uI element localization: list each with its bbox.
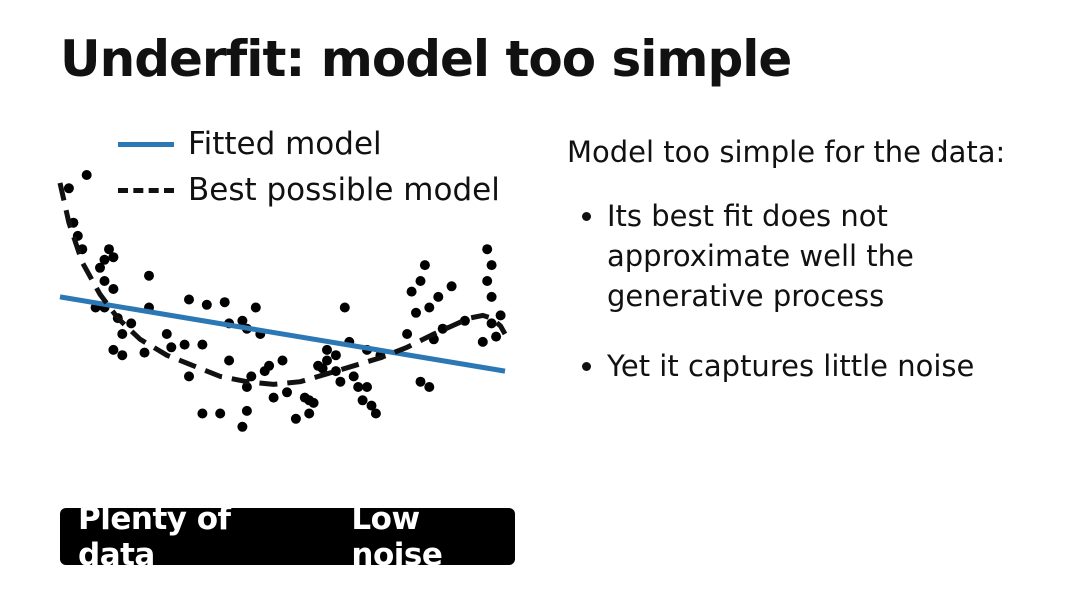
data-point bbox=[166, 342, 177, 353]
data-point bbox=[241, 382, 252, 392]
data-point bbox=[237, 421, 248, 432]
data-point bbox=[139, 347, 150, 358]
legend-best-label: Best possible model bbox=[188, 172, 500, 208]
data-point bbox=[144, 270, 154, 281]
data-point bbox=[63, 183, 74, 194]
data-point bbox=[290, 413, 301, 424]
description-bullets: Its best fit does not approximate well t… bbox=[567, 196, 1067, 386]
data-point bbox=[108, 284, 119, 294]
data-point bbox=[224, 355, 235, 366]
data-point bbox=[348, 371, 359, 382]
data-point bbox=[402, 329, 413, 339]
data-point bbox=[304, 395, 315, 406]
data-point bbox=[197, 339, 208, 350]
data-point bbox=[197, 408, 208, 419]
data-point bbox=[330, 366, 341, 377]
data-point bbox=[362, 382, 372, 392]
data-point bbox=[117, 350, 128, 361]
description-panel: Model too simple for the data: Its best … bbox=[567, 132, 1067, 416]
data-point bbox=[99, 276, 110, 286]
data-point bbox=[482, 244, 493, 255]
data-point bbox=[446, 281, 457, 292]
legend-fitted: Fitted model bbox=[118, 124, 382, 164]
data-point bbox=[304, 408, 315, 419]
best-model-curve bbox=[57, 182, 508, 387]
data-point bbox=[179, 339, 190, 350]
data-point bbox=[184, 371, 194, 382]
data-point bbox=[250, 302, 261, 313]
data-point bbox=[277, 355, 288, 366]
data-point bbox=[406, 286, 417, 297]
data-point bbox=[486, 318, 497, 329]
tag-plenty-of-data: Plenty of data bbox=[78, 500, 231, 573]
slide-title: Underfit: model too simple bbox=[60, 30, 792, 88]
data-point bbox=[357, 395, 368, 406]
data-point bbox=[104, 244, 114, 255]
data-point bbox=[322, 355, 332, 366]
data-point bbox=[437, 323, 448, 334]
scatter-plot bbox=[57, 170, 508, 432]
data-point bbox=[237, 315, 248, 326]
data-point bbox=[495, 310, 506, 321]
data-point bbox=[219, 297, 230, 308]
data-point bbox=[424, 382, 435, 392]
data-point bbox=[424, 302, 435, 313]
data-point bbox=[81, 170, 92, 180]
legend-fitted-swatch bbox=[118, 141, 174, 147]
data-point bbox=[419, 260, 430, 271]
footer-tags: Plenty of data Low noise bbox=[60, 501, 515, 573]
points-group bbox=[63, 170, 506, 432]
legend-best: Best possible model bbox=[118, 170, 500, 210]
data-point bbox=[353, 382, 364, 392]
data-point bbox=[282, 387, 292, 398]
data-point bbox=[415, 276, 426, 286]
data-point bbox=[95, 262, 105, 273]
legend-fitted-label: Fitted model bbox=[188, 126, 382, 162]
data-point bbox=[433, 291, 444, 302]
data-point bbox=[477, 336, 488, 347]
legend-best-swatch bbox=[118, 187, 174, 193]
data-point bbox=[99, 254, 110, 265]
data-point bbox=[415, 376, 426, 387]
data-point bbox=[246, 371, 257, 382]
bullet-item: Its best fit does not approximate well t… bbox=[607, 196, 1067, 316]
data-point bbox=[491, 331, 502, 342]
data-point bbox=[317, 363, 328, 374]
data-point bbox=[335, 376, 346, 387]
data-point bbox=[161, 329, 172, 339]
data-point bbox=[486, 291, 497, 302]
data-point bbox=[268, 392, 279, 403]
fitted-model-line bbox=[59, 294, 506, 374]
data-point bbox=[339, 302, 350, 313]
data-point bbox=[411, 307, 421, 318]
data-point bbox=[366, 400, 377, 411]
data-point bbox=[117, 329, 128, 339]
tag-low-noise: Low noise bbox=[351, 500, 443, 573]
data-point bbox=[215, 408, 226, 419]
description-intro: Model too simple for the data: bbox=[567, 135, 1006, 169]
data-point bbox=[108, 252, 119, 263]
data-point bbox=[241, 405, 252, 416]
data-point bbox=[259, 366, 270, 377]
data-point bbox=[126, 318, 137, 329]
data-point bbox=[482, 276, 493, 286]
data-point bbox=[330, 350, 341, 361]
data-point bbox=[370, 408, 381, 419]
data-point bbox=[201, 299, 212, 310]
data-point bbox=[486, 260, 497, 271]
data-point bbox=[108, 344, 119, 355]
data-point bbox=[184, 294, 194, 305]
data-point bbox=[322, 344, 332, 355]
bullet-item: Yet it captures little noise bbox=[607, 346, 1067, 386]
